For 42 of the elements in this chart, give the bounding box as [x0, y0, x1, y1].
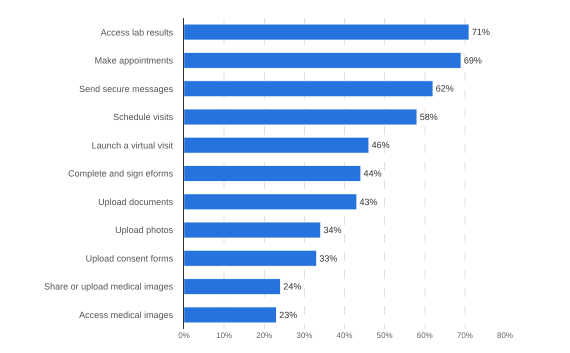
- y-tick-label: Share or upload medical images: [44, 282, 174, 292]
- data-label: 44%: [364, 168, 382, 178]
- bar: [184, 222, 321, 238]
- x-tick-label: 60%: [416, 331, 433, 340]
- data-label: 62%: [436, 84, 454, 94]
- bar: [184, 250, 317, 266]
- y-tick-label: Upload documents: [98, 196, 174, 207]
- y-tick-label: Upload consent forms: [86, 253, 174, 264]
- data-label: 33%: [319, 253, 338, 264]
- bar: [184, 108, 417, 125]
- data-label: 24%: [283, 282, 302, 292]
- x-tick-label: 50%: [376, 331, 393, 340]
- x-tick-label: 40%: [336, 331, 353, 340]
- data-label: 23%: [279, 310, 298, 320]
- bar: [184, 24, 470, 40]
- bar: [184, 165, 361, 182]
- data-label: 43%: [360, 196, 378, 207]
- data-label: 69%: [464, 55, 482, 66]
- x-tick-label: 70%: [456, 331, 473, 340]
- y-tick-label: Upload photos: [115, 225, 174, 236]
- x-tick-label: 20%: [256, 331, 272, 340]
- x-tick-label: 0%: [178, 331, 190, 340]
- bar: [184, 80, 434, 97]
- x-tick-label: 10%: [216, 331, 232, 340]
- y-tick-label: Complete and sign eforms: [68, 168, 174, 179]
- y-tick-label: Make appointments: [94, 56, 174, 66]
- y-tick-label: Schedule visits: [113, 112, 174, 122]
- bar: [184, 52, 462, 68]
- y-tick-label: Access medical images: [79, 310, 174, 320]
- data-label: 34%: [323, 225, 342, 236]
- x-tick-label: 30%: [296, 331, 312, 340]
- y-tick-label: Launch a virtual visit: [92, 140, 174, 150]
- y-tick-label: Access lab results: [100, 27, 174, 38]
- y-tick-label: Send secure messages: [79, 84, 174, 94]
- x-tick-label: 80%: [496, 331, 514, 340]
- data-label: 71%: [472, 27, 490, 38]
- bar: [184, 137, 369, 154]
- bar: [184, 194, 357, 210]
- bar: [184, 306, 277, 323]
- data-label: 46%: [372, 140, 390, 150]
- data-label: 58%: [420, 112, 438, 122]
- bar: [184, 278, 281, 295]
